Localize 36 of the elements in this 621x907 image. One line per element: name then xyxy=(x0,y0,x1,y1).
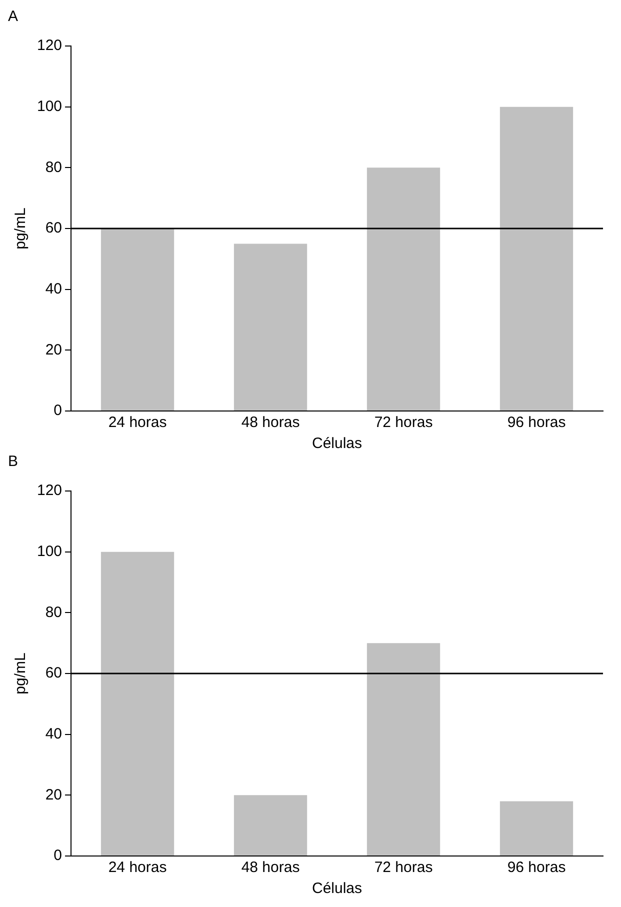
y-tick-label: 40 xyxy=(45,280,62,298)
x-tick-label: 96 horas xyxy=(507,414,566,432)
bar xyxy=(234,795,308,856)
y-tick-label: 0 xyxy=(54,847,62,864)
x-tick-label: 48 horas xyxy=(241,414,300,432)
x-tick-label: 48 horas xyxy=(241,859,300,876)
y-axis-title: pg/mL xyxy=(12,652,30,694)
x-tick-label: 72 horas xyxy=(374,414,433,432)
x-axis-title: Células xyxy=(312,880,362,898)
y-tick-label: 120 xyxy=(36,37,62,54)
x-axis-title: Células xyxy=(312,435,362,452)
bar xyxy=(100,228,174,410)
bar xyxy=(500,106,574,410)
y-tick-label: 60 xyxy=(45,664,62,682)
bar xyxy=(500,801,574,856)
y-tick-label: 20 xyxy=(45,341,62,358)
x-tick-label: 24 horas xyxy=(108,414,167,432)
y-tick-label: 40 xyxy=(45,725,62,742)
y-tick-label: 120 xyxy=(36,482,62,500)
y-tick-label: 0 xyxy=(54,402,62,420)
bar xyxy=(100,552,174,856)
chart-title: A xyxy=(8,8,18,26)
y-tick-label: 60 xyxy=(45,220,62,237)
x-tick-label: 72 horas xyxy=(374,859,433,876)
bar xyxy=(234,244,308,410)
y-axis-title: pg/mL xyxy=(12,208,30,250)
x-tick-label: 24 horas xyxy=(108,859,167,876)
chart-title: B xyxy=(8,453,18,470)
bar xyxy=(366,168,440,410)
y-tick-label: 100 xyxy=(36,98,62,115)
bar xyxy=(366,643,440,856)
y-tick-label: 80 xyxy=(45,604,62,621)
y-tick-label: 80 xyxy=(45,158,62,176)
y-tick-label: 20 xyxy=(45,786,62,804)
y-tick-label: 100 xyxy=(36,542,62,560)
x-tick-label: 96 horas xyxy=(507,859,566,876)
